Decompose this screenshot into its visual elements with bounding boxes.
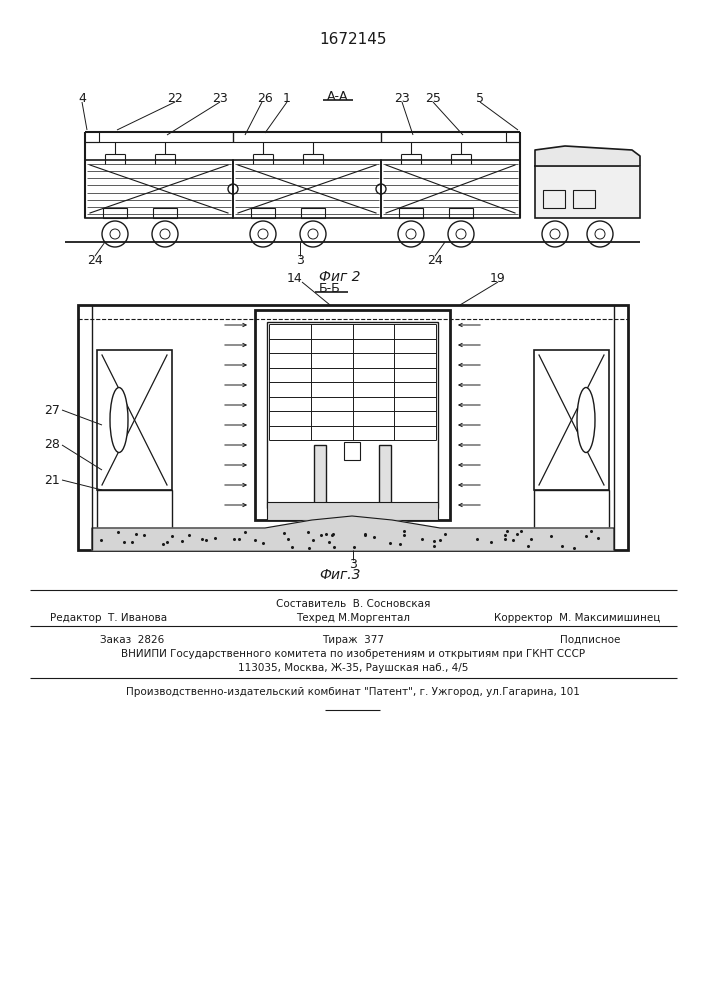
- Text: 4: 4: [78, 92, 86, 104]
- Bar: [251, 208, 275, 218]
- Bar: [255, 310, 450, 520]
- Text: Подписное: Подписное: [560, 635, 620, 645]
- Text: 5: 5: [476, 92, 484, 104]
- Polygon shape: [92, 516, 614, 550]
- Ellipse shape: [110, 387, 128, 452]
- Text: 25: 25: [425, 92, 441, 104]
- Bar: [399, 208, 423, 218]
- Bar: [103, 208, 127, 218]
- Bar: [534, 490, 609, 535]
- Text: ВНИИПИ Государственного комитета по изобретениям и открытиям при ГКНТ СССР: ВНИИПИ Государственного комитета по изоб…: [121, 649, 585, 659]
- Bar: [267, 322, 438, 508]
- Text: 28: 28: [44, 438, 60, 452]
- Bar: [573, 190, 595, 208]
- Bar: [267, 502, 438, 520]
- Bar: [233, 160, 381, 218]
- Text: 3: 3: [349, 558, 357, 570]
- Bar: [97, 350, 172, 490]
- Bar: [535, 166, 640, 218]
- Text: 21: 21: [45, 474, 60, 487]
- Text: 26: 26: [257, 92, 273, 104]
- Bar: [534, 350, 609, 490]
- Text: А-А: А-А: [327, 90, 349, 103]
- Text: 3: 3: [296, 253, 304, 266]
- Bar: [78, 305, 628, 550]
- Ellipse shape: [577, 387, 595, 452]
- Bar: [543, 190, 565, 208]
- Bar: [344, 442, 360, 460]
- Text: Б-Б: Б-Б: [319, 282, 341, 294]
- Text: 22: 22: [167, 92, 183, 104]
- Text: 24: 24: [427, 253, 443, 266]
- Text: Тираж  377: Тираж 377: [322, 635, 384, 645]
- Bar: [97, 490, 172, 535]
- Text: Фиг 2: Фиг 2: [320, 270, 361, 284]
- Text: 113035, Москва, Ж-35, Раушская наб., 4/5: 113035, Москва, Ж-35, Раушская наб., 4/5: [238, 663, 468, 673]
- Bar: [153, 208, 177, 218]
- Bar: [449, 208, 473, 218]
- Polygon shape: [535, 146, 640, 166]
- Text: 27: 27: [44, 403, 60, 416]
- Text: Фиг.3: Фиг.3: [320, 568, 361, 582]
- Text: 14: 14: [287, 271, 303, 284]
- Text: 1: 1: [283, 92, 291, 104]
- Bar: [381, 160, 520, 218]
- Text: 23: 23: [212, 92, 228, 104]
- Text: Редактор  Т. Иванова: Редактор Т. Иванова: [50, 613, 167, 623]
- Text: 24: 24: [87, 253, 103, 266]
- Text: 1672145: 1672145: [320, 32, 387, 47]
- Text: Составитель  В. Сосновская: Составитель В. Сосновская: [276, 599, 430, 609]
- Bar: [301, 208, 325, 218]
- Text: Производственно-издательский комбинат "Патент", г. Ужгород, ул.Гагарина, 101: Производственно-издательский комбинат "П…: [126, 687, 580, 697]
- Bar: [85, 160, 233, 218]
- Text: Заказ  2826: Заказ 2826: [100, 635, 164, 645]
- Text: 19: 19: [490, 271, 506, 284]
- Text: Корректор  М. Максимишинец: Корректор М. Максимишинец: [493, 613, 660, 623]
- Text: Техред М.Моргентал: Техред М.Моргентал: [296, 613, 410, 623]
- Bar: [314, 445, 326, 520]
- Text: 23: 23: [394, 92, 410, 104]
- Bar: [379, 445, 391, 520]
